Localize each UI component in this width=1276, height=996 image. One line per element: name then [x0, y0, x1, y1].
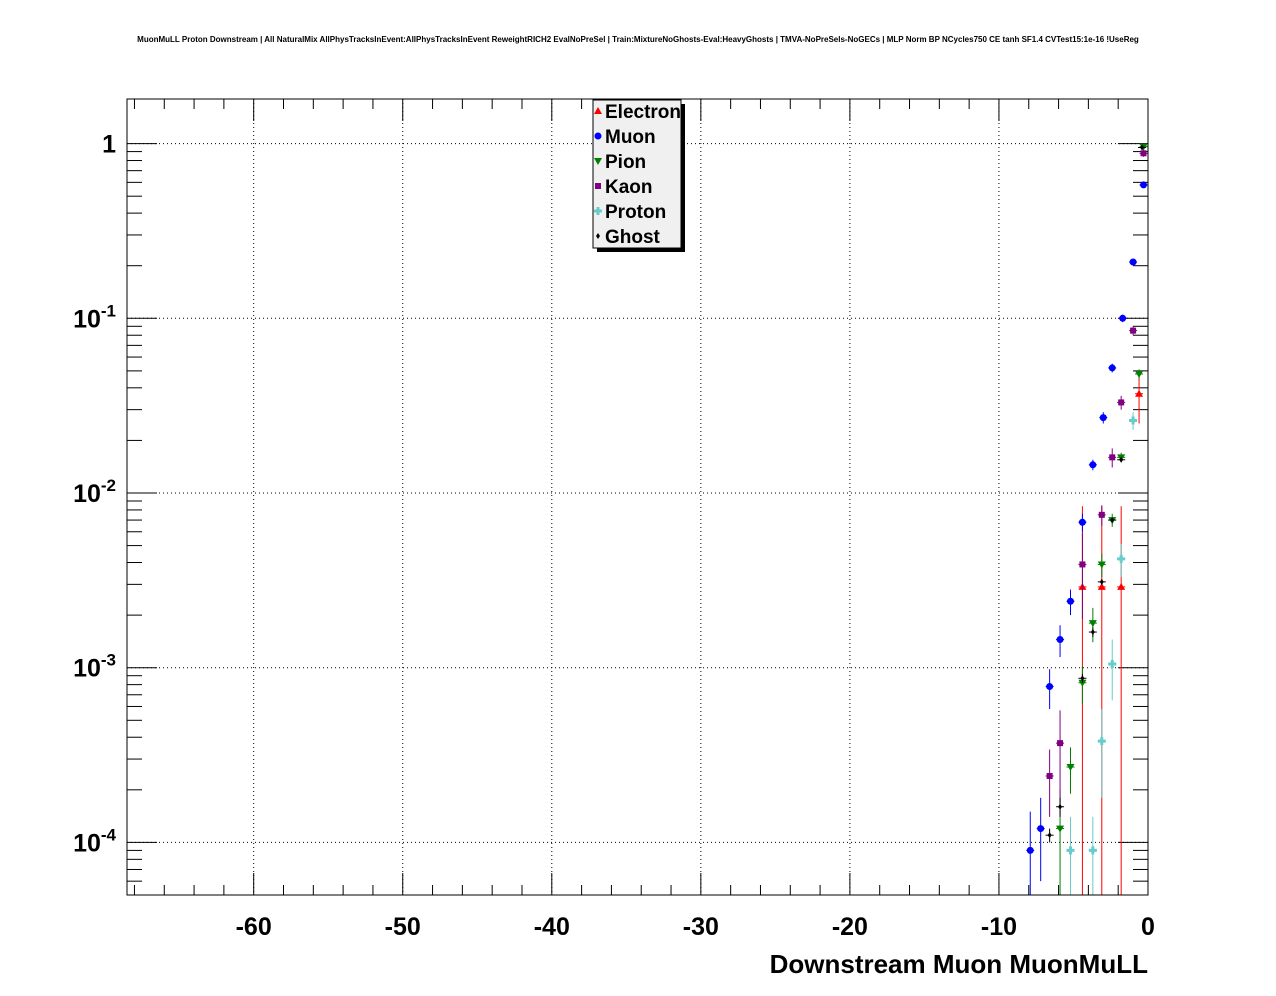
data-point [1088, 846, 1097, 855]
x-tick-label: -10 [981, 913, 1017, 941]
data-point [1135, 389, 1144, 397]
data-point [1140, 144, 1145, 151]
data-point [1108, 364, 1116, 372]
y-tick-label: 10-3 [73, 651, 116, 683]
data-point [1110, 517, 1115, 524]
data-point [1089, 461, 1097, 469]
data-point [1129, 258, 1137, 266]
data-point [1046, 772, 1053, 779]
data-point [1098, 511, 1105, 518]
legend-marker-kaon [595, 183, 601, 189]
data-point [1099, 578, 1104, 585]
legend-label-pion: Pion [605, 152, 646, 173]
legend-box [592, 99, 682, 249]
legend-label-electron: Electron [605, 102, 681, 123]
series-electron [1078, 372, 1144, 895]
data-point [1097, 582, 1106, 590]
x-tick-label: -30 [683, 913, 719, 941]
data-point [1079, 561, 1086, 568]
x-tick-label: 0 [1141, 913, 1155, 941]
data-point [1129, 416, 1138, 425]
data-point [1097, 561, 1106, 569]
data-point [1066, 597, 1074, 605]
data-point [1066, 764, 1075, 772]
series-muon [1026, 181, 1148, 895]
data-point [1046, 683, 1054, 691]
data-point [1056, 636, 1064, 644]
x-tick-label: -40 [534, 913, 570, 941]
data-point [1078, 679, 1087, 687]
legend-marker-proton [594, 207, 602, 215]
plot-frame [126, 98, 1149, 896]
data-series [1026, 143, 1148, 895]
data-point [1130, 327, 1137, 334]
legend-marker-electron [594, 107, 602, 114]
legend-marker-muon [594, 132, 602, 140]
legend-label-muon: Muon [605, 127, 656, 148]
series-ghost [1045, 144, 1147, 843]
y-tick-label: 10-1 [73, 301, 116, 333]
data-point [1097, 737, 1106, 746]
data-point [1047, 832, 1052, 839]
data-point [1117, 582, 1126, 590]
y-tick-label: 10-2 [73, 476, 116, 508]
chart-title: MuonMuLL Proton Downstream | All Natural… [137, 35, 1139, 44]
legend-label-kaon: Kaon [605, 177, 653, 198]
data-point [1057, 740, 1064, 747]
data-point [1117, 554, 1126, 563]
data-point [1108, 660, 1117, 669]
data-point [1037, 825, 1045, 833]
x-tick-label: -50 [385, 913, 421, 941]
data-point [1090, 629, 1095, 636]
legend-label-ghost: Ghost [605, 227, 661, 248]
data-point [1088, 620, 1097, 628]
x-axis-ticks: -60 -50 -40 -30 -20 -10 0 [236, 99, 1155, 941]
data-point [1056, 825, 1065, 833]
data-point [1118, 399, 1125, 406]
x-tick-label: -60 [236, 913, 272, 941]
data-point [1066, 846, 1075, 855]
data-point [1080, 675, 1085, 682]
x-tick-label: -20 [832, 913, 868, 941]
data-point [1026, 846, 1034, 854]
legend: Electron Muon Pion Kaon Proton Ghost [592, 99, 685, 252]
series-kaon [1045, 149, 1148, 817]
data-point [1099, 414, 1107, 422]
data-point [1119, 314, 1127, 322]
y-axis-ticks: 1 10-1 10-2 10-3 10-4 [73, 131, 1148, 857]
data-point [1119, 456, 1124, 463]
y-tick-label: 10-4 [73, 825, 116, 857]
data-point [1140, 181, 1148, 189]
data-point [1135, 370, 1144, 378]
data-point [1058, 803, 1063, 810]
legend-marker-pion [594, 158, 602, 165]
data-point [1140, 150, 1147, 157]
legend-label-proton: Proton [605, 202, 666, 223]
data-point [1078, 518, 1086, 526]
x-axis-title: Downstream Muon MuonMuLL [770, 949, 1149, 979]
y-tick-label: 1 [102, 131, 116, 159]
legend-marker-ghost [596, 233, 600, 239]
series-proton [1066, 412, 1138, 895]
data-point [1109, 454, 1116, 461]
